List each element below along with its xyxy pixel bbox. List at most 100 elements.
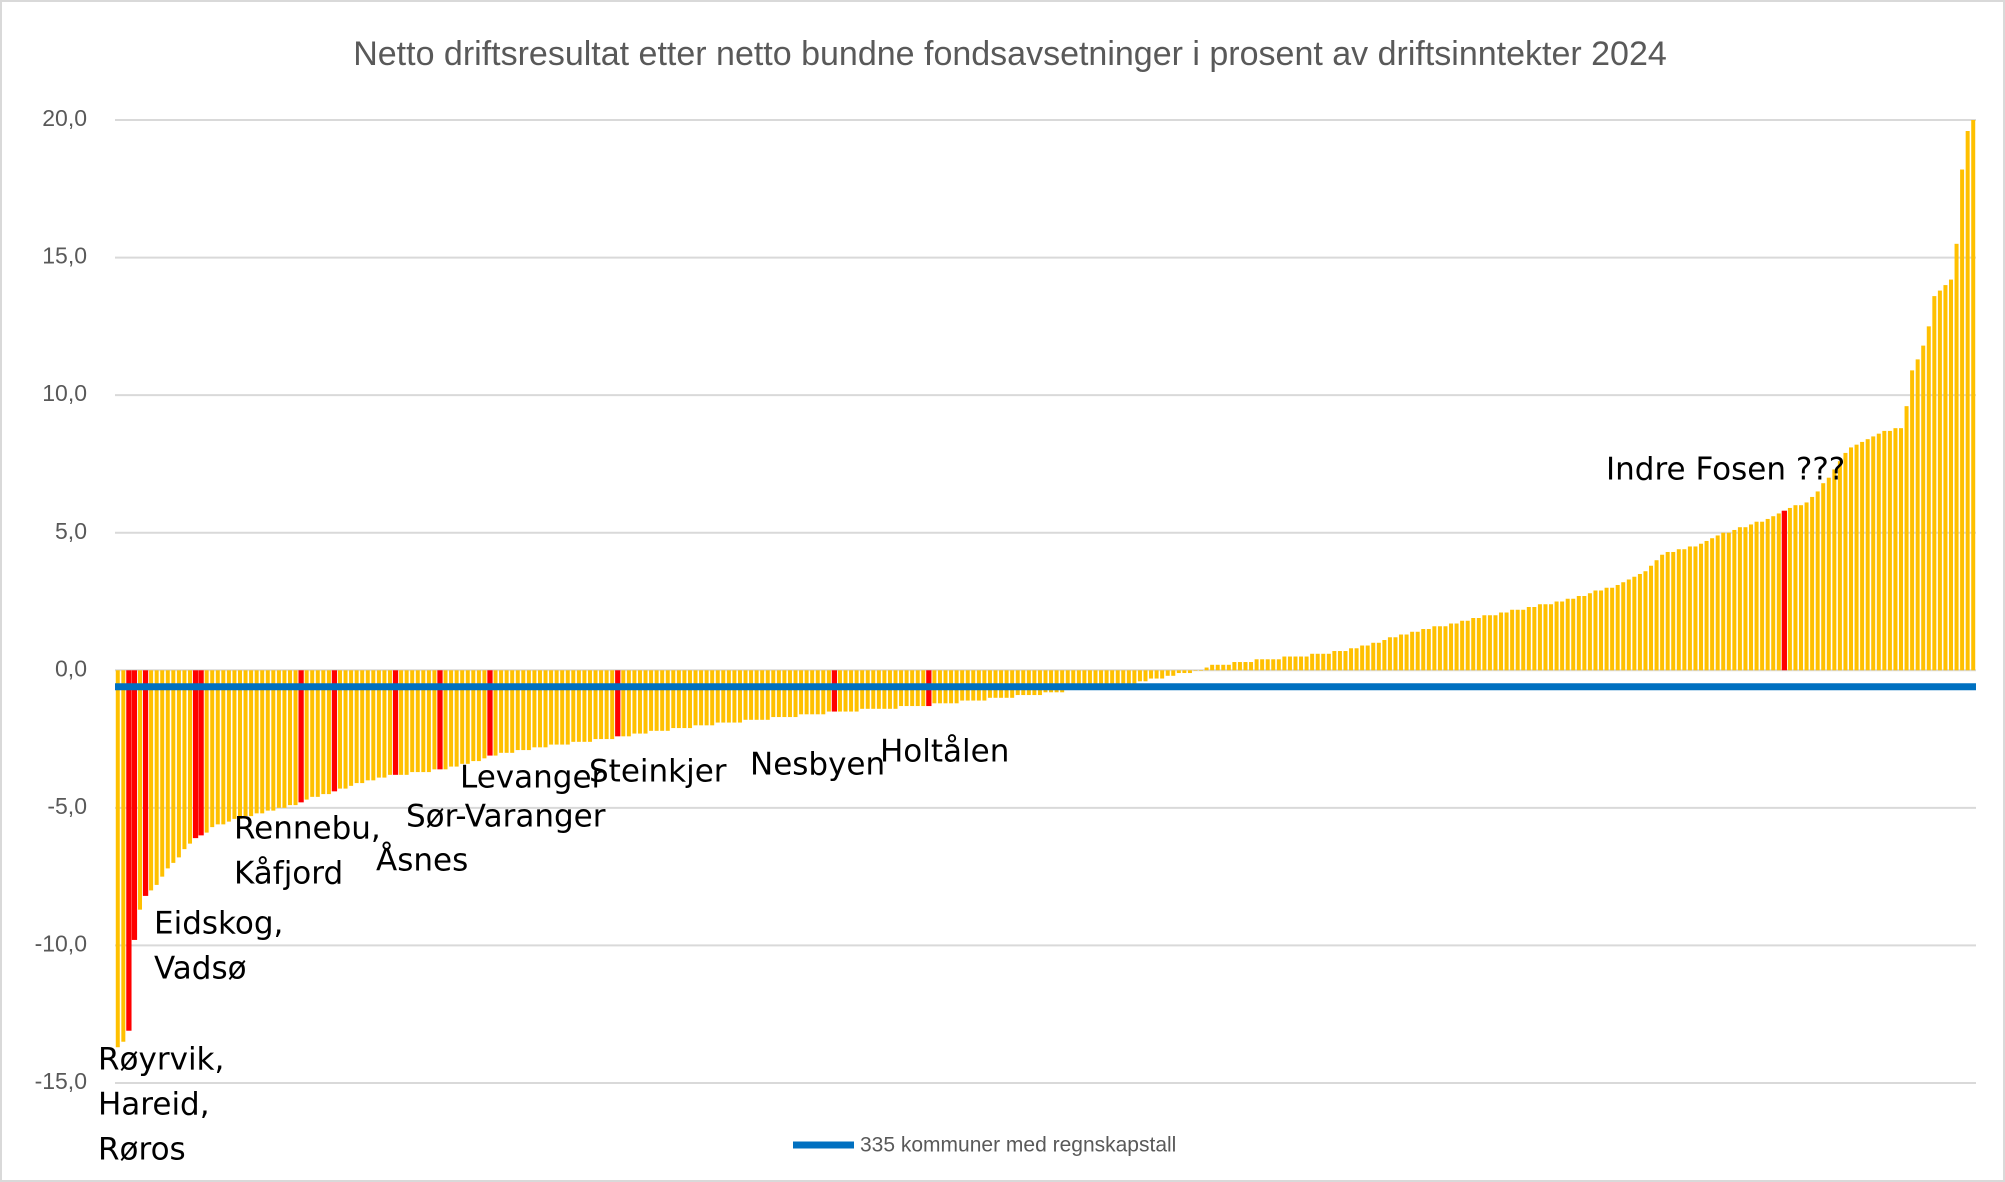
- bar: [815, 670, 820, 715]
- bar: [643, 670, 648, 734]
- highlighted-bar: [126, 670, 132, 1031]
- bar: [649, 670, 654, 731]
- y-tick-label: 10,0: [42, 380, 87, 406]
- bar: [493, 670, 498, 756]
- bar: [1526, 607, 1531, 671]
- bar: [1543, 604, 1548, 671]
- highlighted-bar: [298, 670, 304, 803]
- bar: [799, 670, 804, 715]
- bar: [187, 670, 192, 844]
- bar: [1165, 670, 1170, 676]
- y-tick-label: 20,0: [42, 105, 87, 131]
- bar: [1860, 441, 1865, 671]
- highlighted-bar: [487, 670, 493, 756]
- bar: [237, 670, 242, 819]
- bar: [1960, 169, 1965, 671]
- bar: [1415, 631, 1420, 671]
- bar: [1143, 670, 1148, 682]
- bar: [1771, 516, 1776, 671]
- bar: [1360, 645, 1365, 671]
- bar: [321, 670, 326, 795]
- bar: [1843, 452, 1848, 671]
- bar: [210, 670, 215, 828]
- bar: [1321, 653, 1326, 671]
- bar: [1671, 551, 1676, 671]
- bar: [1132, 670, 1137, 685]
- bar: [1043, 670, 1048, 693]
- bar: [721, 670, 726, 723]
- bar: [699, 670, 704, 726]
- bar: [676, 670, 681, 729]
- bar: [1182, 670, 1187, 674]
- y-tick-label: -10,0: [35, 931, 87, 957]
- bar: [1587, 593, 1592, 671]
- bar: [1649, 565, 1654, 671]
- bar: [1515, 609, 1520, 671]
- bar: [1915, 359, 1920, 671]
- highlighted-bar: [331, 670, 338, 792]
- bar: [1826, 477, 1831, 671]
- bar: [1793, 505, 1798, 671]
- bar: [1215, 664, 1220, 671]
- bar: [1310, 653, 1315, 671]
- bar: [543, 670, 548, 748]
- bar: [1910, 370, 1915, 671]
- highlighted-bar: [831, 670, 838, 712]
- bar: [1154, 670, 1159, 679]
- annotation: Røros: [98, 1132, 186, 1168]
- bar: [1893, 428, 1898, 671]
- bar: [1821, 483, 1826, 671]
- bar: [1621, 582, 1626, 671]
- bar: [726, 670, 731, 723]
- bar: [1937, 290, 1942, 671]
- y-tick-label: 15,0: [42, 243, 87, 269]
- bar: [771, 670, 776, 718]
- bar: [1271, 659, 1276, 671]
- bar: [760, 670, 765, 720]
- bar: [165, 670, 170, 869]
- bar: [826, 670, 831, 712]
- bar: [482, 670, 487, 759]
- bar: [837, 670, 842, 712]
- bar: [1426, 629, 1431, 671]
- bar: [1865, 439, 1870, 671]
- bar: [1926, 326, 1931, 671]
- bar: [265, 670, 270, 811]
- bar: [1887, 430, 1892, 671]
- annotation: Røyrvik,: [98, 1042, 224, 1078]
- bar: [1104, 670, 1109, 687]
- bar: [382, 670, 387, 778]
- bar: [532, 670, 537, 748]
- bar: [282, 670, 287, 808]
- bar: [182, 670, 187, 850]
- annotation: Hareid,: [98, 1087, 210, 1123]
- bar: [1349, 648, 1354, 671]
- bar: [115, 670, 120, 1048]
- bar: [1082, 670, 1087, 690]
- bar: [337, 670, 342, 789]
- bar: [276, 670, 281, 808]
- bar: [371, 670, 376, 781]
- bar: [1199, 670, 1204, 671]
- bar: [1337, 651, 1342, 671]
- bar: [1121, 670, 1126, 685]
- bar: [232, 670, 237, 819]
- bar: [554, 670, 559, 745]
- bar: [1660, 554, 1665, 671]
- bar: [376, 670, 381, 778]
- bar: [1149, 670, 1154, 679]
- bar: [449, 670, 454, 767]
- bar: [1193, 670, 1198, 671]
- annotation: Kåfjord: [234, 856, 343, 892]
- bar: [504, 670, 509, 753]
- bar: [1765, 518, 1770, 671]
- bar: [271, 670, 276, 811]
- bar: [1537, 604, 1542, 671]
- bar: [471, 670, 476, 762]
- bar: [1254, 659, 1259, 671]
- bar: [354, 670, 359, 784]
- bar: [710, 670, 715, 726]
- bar: [1054, 670, 1059, 693]
- bar: [1593, 590, 1598, 671]
